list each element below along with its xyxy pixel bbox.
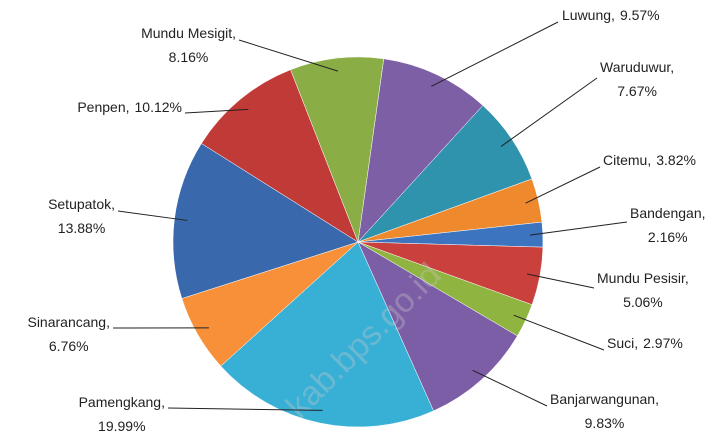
label-value: 3.82% [656, 152, 696, 168]
data-label: Pamengkang, 19.99% [79, 394, 165, 434]
data-label: Citemu, 3.82% [603, 152, 696, 168]
data-label: Mundu Pesisir, 5.06% [597, 270, 689, 310]
leader-line [525, 166, 601, 204]
label-name: Sinarancang, [27, 314, 110, 330]
label-value: 6.76% [49, 338, 89, 354]
label-value: 19.99% [98, 418, 145, 434]
leader-line [117, 210, 188, 221]
leader-line [431, 21, 559, 87]
leader-line [184, 108, 249, 114]
data-label: Penpen, 10.12% [77, 99, 182, 115]
leader-line [529, 221, 628, 236]
label-value: 5.06% [623, 294, 663, 310]
data-label: Banjarwangunan, 9.83% [550, 391, 659, 431]
label-value: 13.88% [58, 220, 105, 236]
label-name: Mundu Pesisir, [597, 270, 689, 286]
pie-slice [201, 69, 359, 243]
data-label: Luwung, 9.57% [562, 7, 660, 23]
leader-line [238, 39, 339, 72]
label-value: 8.16% [169, 49, 209, 65]
leader-line [472, 369, 548, 407]
leader-line [500, 77, 598, 147]
label-value: 2.16% [648, 229, 688, 245]
label-name: Bandengan, [630, 205, 706, 221]
label-value: 10.12% [135, 99, 182, 115]
label-name: Pamengkang, [79, 394, 165, 410]
pie-slice [220, 241, 434, 428]
data-label: Sinarancang, 6.76% [27, 314, 110, 354]
label-name: Mundu Mesigit, [141, 25, 236, 41]
label-name: Suci, [607, 335, 638, 351]
leader-line [513, 314, 605, 351]
label-value: 7.67% [617, 83, 657, 99]
label-value: 9.57% [620, 7, 660, 23]
label-name: Penpen, [77, 99, 129, 115]
label-name: Setupatok, [48, 196, 115, 212]
label-name: Citemu, [603, 152, 651, 168]
pie-slice [290, 56, 385, 243]
data-label: Suci, 2.97% [607, 335, 683, 351]
leader-line [526, 273, 595, 289]
data-label: Waruduwur, 7.67% [600, 59, 674, 99]
label-value: 9.83% [585, 415, 625, 431]
pie-slice [357, 241, 518, 412]
label-name: Luwung, [562, 7, 615, 23]
pie [172, 56, 544, 428]
data-label: Setupatok, 13.88% [48, 196, 115, 236]
data-label: Mundu Mesigit, 8.16% [141, 25, 236, 65]
leader-line [167, 407, 323, 411]
label-name: Waruduwur, [600, 59, 674, 75]
data-label: Bandengan, 2.16% [630, 205, 706, 245]
label-value: 2.97% [643, 335, 683, 351]
label-name: Banjarwangunan, [550, 391, 659, 407]
pie-slice [357, 58, 484, 243]
